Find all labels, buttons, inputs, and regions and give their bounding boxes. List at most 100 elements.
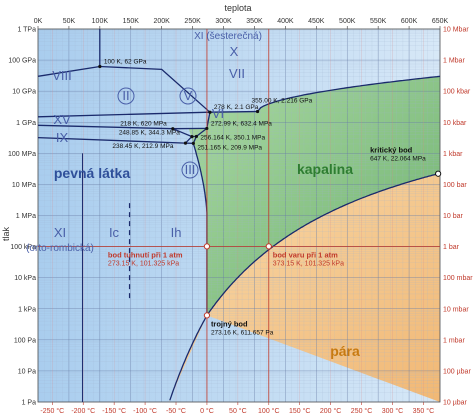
- tick-label-bottom: 350 °C: [413, 407, 434, 415]
- phase-label: kapalina: [297, 161, 353, 177]
- ice-region-label: IX: [56, 130, 69, 145]
- state-point: [171, 127, 175, 131]
- tick-label-top: 400K: [277, 18, 294, 25]
- ice-region-label: XV: [53, 112, 71, 127]
- top-x-axis: 0K 50K 100K 150K 200K 250K 300K 350K 400K 450K 500…: [34, 18, 449, 29]
- liquid-region: [188, 76, 440, 316]
- tick-label-top: 350K: [246, 18, 263, 25]
- vapor-region: [168, 173, 440, 402]
- tick-label-right: 1 bar: [443, 244, 460, 251]
- critical-value: 647 K, 22.064 MPa: [370, 156, 426, 163]
- tick-label-left: 1 Pa: [22, 400, 37, 407]
- tick-label-right: 10 Mbar: [443, 27, 469, 34]
- melting-curve-vii: [257, 75, 441, 112]
- tick-label-bottom: 200 °C: [320, 407, 341, 415]
- boundary-vi-viii: [37, 111, 210, 118]
- tick-label-left: 1 MPa: [16, 213, 36, 220]
- tick-label-right: 10 µbar: [443, 400, 468, 407]
- state-point-label: 238.45 K, 212.9 MPa: [112, 143, 173, 150]
- tick-label-top: 150K: [123, 18, 140, 25]
- boiling-value: 373.15 K, 101.325 kPa: [273, 260, 344, 267]
- tick-label-left: 100 kPa: [10, 244, 36, 251]
- state-point-label: 100 K, 62 GPa: [104, 59, 147, 66]
- tick-label-left: 10 kPa: [14, 275, 36, 282]
- tick-label-top: 300K: [215, 18, 232, 25]
- tick-label-top: 550K: [370, 18, 387, 25]
- state-point-label: 355.00 K, 2.216 GPa: [252, 98, 313, 105]
- phase-label: pára: [330, 343, 360, 359]
- state-point: [205, 126, 209, 131]
- right-y-axis: 10 Mbar 1 Mbar 100 kbar 10 kbar 1 kbar 100 ba…: [443, 27, 473, 407]
- triple-title: trojný bod: [211, 319, 248, 328]
- melting-value: 273.15 K, 101.325 kPa: [108, 260, 179, 267]
- tick-label-left: 100 MPa: [8, 151, 36, 158]
- state-point-label: 248.85 K, 344.3 MPa: [119, 130, 180, 137]
- tick-label-bottom: 300 °C: [382, 407, 403, 415]
- state-point-label: 272.99 K, 632.4 MPa: [211, 120, 272, 127]
- region-circle: [117, 87, 135, 105]
- tick-label-bottom: 0 °C: [200, 407, 214, 415]
- state-point-label: 218 K, 620 MPa: [120, 121, 167, 128]
- tick-label-left: 10 Pa: [18, 368, 36, 375]
- tick-label-right: 100 kbar: [443, 89, 471, 96]
- tick-label-bottom: 100 °C: [258, 407, 279, 415]
- state-point: [191, 141, 195, 145]
- tick-label-right: 100 mbar: [443, 275, 473, 282]
- state-point: [190, 135, 194, 139]
- tick-label-top: 650K: [432, 18, 449, 25]
- y-axis-title: tlak: [1, 227, 11, 242]
- melting-point: [203, 243, 211, 250]
- left-y-axis: 1 TPa 100 GPa 10 GPa 1 GPa 100 MPa 10 MPa 1 MP…: [8, 27, 36, 407]
- vaporization-curve: [206, 173, 439, 316]
- state-point: [208, 110, 212, 114]
- tick-label-bottom: -50 °C: [166, 407, 186, 415]
- tick-label-bottom: -200 °C: [71, 407, 95, 415]
- tick-label-top: 200K: [154, 18, 171, 25]
- triple-value: 273.16 K, 611.657 Pa: [211, 329, 274, 336]
- tick-label-top: 0K: [34, 18, 43, 25]
- tick-label-top: 500K: [339, 18, 356, 25]
- tick-label-right: 100 bar: [443, 182, 467, 189]
- tick-label-right: 10 kbar: [443, 120, 467, 127]
- tick-label-left: 1 TPa: [17, 27, 36, 34]
- state-point: [98, 64, 102, 69]
- ice-region-label: V: [184, 88, 193, 103]
- tick-label-top: 600K: [401, 18, 418, 25]
- state-point: [194, 134, 199, 139]
- tick-label-top: 50K: [63, 18, 76, 25]
- triple-point: [203, 312, 211, 319]
- melting-title: bod tuhnutí při 1 atm: [108, 250, 183, 259]
- tick-label-left: 10 GPa: [12, 89, 36, 96]
- tick-label-bottom: -100 °C: [133, 407, 157, 415]
- ice-region-label: XI (šesterečná): [194, 31, 262, 42]
- boundary-viii-vii: [37, 65, 211, 113]
- ice-region-label: (orto-rombická): [26, 243, 94, 254]
- plot-frame: [37, 28, 441, 403]
- tick-label-top: 100K: [92, 18, 109, 25]
- tick-label-left: 1 GPa: [16, 120, 36, 127]
- ice-region-label: X: [230, 44, 239, 59]
- tick-label-bottom: 250 °C: [351, 407, 372, 415]
- ice-region-label: VIII: [52, 68, 72, 83]
- tick-label-left: 10 MPa: [12, 182, 36, 189]
- tick-label-left: 100 GPa: [8, 58, 36, 65]
- reference-lines: [38, 29, 440, 402]
- tick-label-top: 250K: [184, 18, 201, 25]
- state-point-label: 278 K, 2.1 GPa: [214, 104, 259, 111]
- region-circle: [181, 161, 199, 179]
- tick-label-bottom: -250 °C: [40, 407, 64, 415]
- region-circle: [179, 87, 197, 105]
- boiling-point: [265, 243, 272, 250]
- sublimation-curve: [169, 315, 208, 401]
- tick-label-left: 100 Pa: [14, 337, 36, 344]
- tick-label-right: 1 mbar: [443, 337, 465, 344]
- state-point-label: 251.165 K, 209.9 MPa: [197, 144, 262, 151]
- state-point: [255, 109, 260, 114]
- state-point: [183, 141, 188, 145]
- tick-label-bottom: -150 °C: [102, 407, 126, 415]
- state-point-label: 256.164 K, 350.1 MPa: [200, 134, 265, 141]
- ice-region-label: II: [122, 88, 129, 103]
